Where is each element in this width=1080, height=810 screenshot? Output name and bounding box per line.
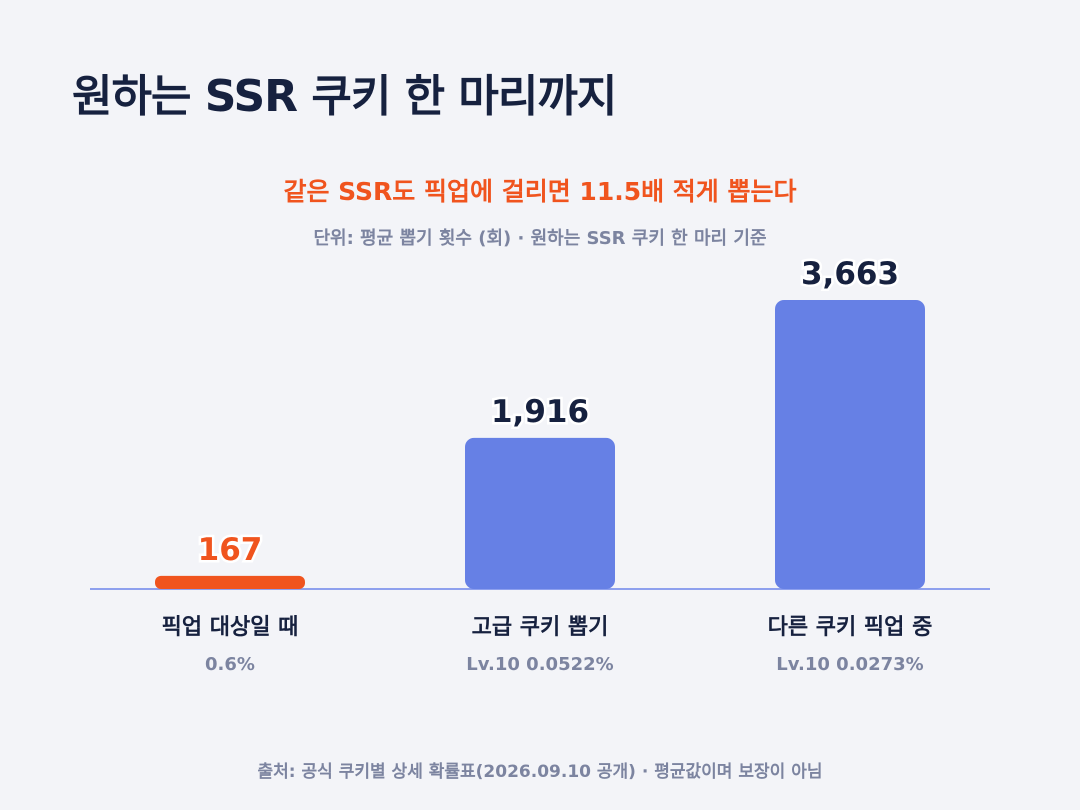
chart-title: 원하는 SSR 쿠키 한 마리까지 [72, 71, 617, 122]
category-label-2: 다른 쿠키 픽업 중 [768, 615, 933, 640]
sub-label-1: Lv.10 0.0522% [466, 654, 613, 675]
sub-label-0: 0.6% [205, 654, 255, 675]
value-label-1: 1,916 [491, 394, 589, 430]
value-label-2: 3,663 [801, 256, 899, 292]
source-note: 출처: 공식 쿠키별 상세 확률표(2026.09.10 공개) · 평균값이며… [257, 762, 823, 782]
bar-1 [465, 437, 615, 589]
bar-chart: 167 픽업 대상일 때 0.6% 1,916 고급 쿠키 뽑기 Lv.10 0.0522… [90, 254, 990, 675]
value-label-0: 167 [198, 532, 263, 568]
chart-subtitle: 같은 SSR도 픽업에 걸리면 11.5배 적게 뽑는다 [283, 177, 797, 206]
sub-label-2: Lv.10 0.0273% [776, 654, 923, 675]
bar-2 [775, 300, 925, 589]
category-label-1: 고급 쿠키 뽑기 [472, 615, 609, 640]
bar-0 [155, 575, 305, 589]
category-label-0: 픽업 대상일 때 [162, 615, 299, 640]
unit-note: 단위: 평균 뽑기 횟수 (회) · 원하는 SSR 쿠키 한 마리 기준 [313, 228, 767, 249]
